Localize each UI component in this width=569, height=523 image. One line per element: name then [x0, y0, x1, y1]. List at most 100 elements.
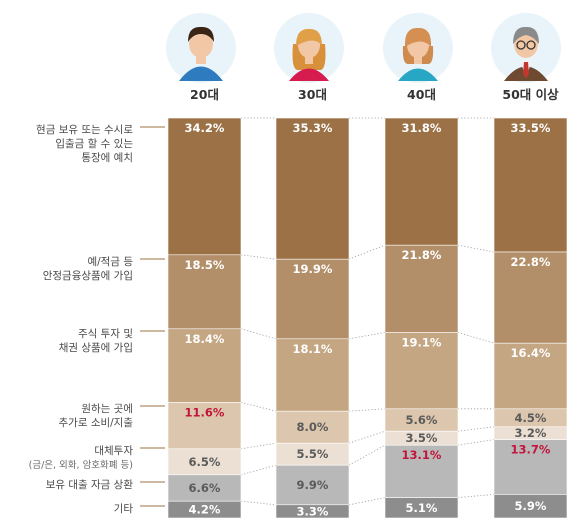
- glasses-right-lens: [526, 40, 536, 50]
- value-label: 5.9%: [515, 499, 547, 513]
- category-label: 안정금융상품에 가입: [43, 269, 133, 282]
- connector-line: [457, 332, 495, 344]
- connector-line: [348, 332, 386, 340]
- category-label: 대체투자: [94, 445, 133, 457]
- connector-line: [348, 244, 386, 260]
- gray-hair-shape: [513, 26, 539, 44]
- bar-segment: [384, 444, 459, 498]
- age-label: 40대: [407, 87, 436, 102]
- value-label: 31.8%: [402, 121, 442, 135]
- bar-segment: [167, 448, 242, 476]
- bar-segment: [493, 342, 568, 410]
- glasses-left-lens: [516, 40, 526, 50]
- connector-line: [240, 464, 277, 476]
- bar-segment: [493, 494, 568, 519]
- value-label: 19.1%: [402, 335, 442, 349]
- value-label: 5.1%: [406, 501, 438, 515]
- value-label: 18.4%: [185, 332, 225, 346]
- bar-segment: [493, 251, 568, 344]
- value-label: 8.0%: [297, 420, 329, 434]
- bar-segment: [275, 410, 350, 444]
- category-label: 통장에 예치: [81, 151, 133, 164]
- value-label: 3.3%: [297, 504, 329, 518]
- category-label: 보유 대출 자금 상환: [46, 479, 134, 491]
- value-label: 34.2%: [185, 121, 225, 135]
- category-label: 추가로 소비/지출: [59, 417, 134, 429]
- value-label: 13.1%: [402, 448, 442, 462]
- value-label: 35.3%: [293, 121, 333, 135]
- bar-segment: [275, 464, 350, 506]
- connector-line: [348, 408, 386, 412]
- top-shape: [289, 68, 329, 81]
- value-label: 4.5%: [515, 411, 547, 425]
- value-label: 6.6%: [189, 481, 221, 495]
- connector-line: [240, 402, 277, 412]
- young-man-avatar: [166, 13, 236, 83]
- bar-segment: [167, 474, 242, 502]
- hair-shape: [188, 26, 214, 42]
- value-label: 13.7%: [511, 443, 551, 457]
- category-label: (금/은, 외화, 암호화폐 등): [29, 459, 133, 471]
- connector-line: [457, 244, 495, 253]
- bar-segment: [384, 497, 459, 519]
- tie-shape: [523, 62, 529, 78]
- shirt-shape: [179, 66, 223, 81]
- value-label: 9.9%: [297, 478, 329, 492]
- neck-shape: [305, 54, 313, 64]
- bar-segment: [275, 338, 350, 412]
- value-label: 22.8%: [511, 255, 551, 269]
- neck-shape: [196, 54, 206, 64]
- connector-line: [240, 328, 277, 340]
- hair-shape: [296, 28, 322, 46]
- bar-segment: [384, 117, 459, 246]
- connector-line: [240, 254, 277, 260]
- bar-segment: [384, 332, 459, 410]
- connector-line: [457, 439, 495, 446]
- value-label: 3.5%: [406, 431, 438, 445]
- middle-aged-woman-avatar: [383, 13, 453, 83]
- value-label: 19.9%: [293, 262, 333, 276]
- connector-line: [240, 500, 277, 506]
- face-shape: [189, 30, 213, 58]
- young-woman-avatar: [274, 13, 344, 83]
- connector-line: [348, 444, 386, 466]
- bar-segment: [493, 117, 568, 253]
- value-label: 11.6%: [185, 405, 225, 419]
- bar-segment: [384, 244, 459, 333]
- hair-shape: [404, 27, 432, 47]
- top-shape: [398, 68, 438, 81]
- age-label: 50대 이상: [502, 87, 559, 102]
- bar-segment: [275, 258, 350, 340]
- category-label: 기타: [114, 503, 134, 515]
- value-label: 3.2%: [515, 426, 547, 440]
- connector-line: [457, 494, 495, 498]
- value-label: 6.5%: [189, 455, 221, 469]
- value-label: 18.1%: [293, 342, 333, 356]
- bar-segment: [167, 117, 242, 256]
- neck-shape: [414, 54, 422, 64]
- value-labels: 34.2% 18.5% 18.4% 11.6% 6.5% 6.6% 4.2% 35.3% 19.…: [185, 121, 551, 518]
- category-label: 예/적금 등: [87, 255, 133, 268]
- value-label: 5.6%: [406, 413, 438, 427]
- category-label: 주식 투자 및: [78, 328, 133, 340]
- connector-line: [457, 426, 495, 432]
- value-label: 33.5%: [511, 121, 551, 135]
- bar-segment: [167, 254, 242, 330]
- bar-segment: [167, 328, 242, 403]
- connector-line: [348, 497, 386, 506]
- age-group-labels: 20대 30대 40대 50대 이상: [190, 87, 559, 102]
- value-label: 5.5%: [297, 447, 329, 461]
- bar-segment: [167, 500, 242, 519]
- value-label: 4.2%: [189, 503, 221, 517]
- category-label: 입출금 할 수 있는: [55, 137, 133, 150]
- connector-line: [240, 442, 277, 450]
- value-label: 21.8%: [402, 248, 442, 262]
- age-group-avatars: [166, 13, 561, 83]
- value-label: 16.4%: [511, 346, 551, 360]
- older-man-avatar: [491, 13, 561, 83]
- category-label: 원하는 곳에: [81, 402, 133, 415]
- age-label: 30대: [298, 87, 327, 102]
- segment-connectors: [240, 117, 495, 506]
- age-label: 20대: [190, 87, 219, 102]
